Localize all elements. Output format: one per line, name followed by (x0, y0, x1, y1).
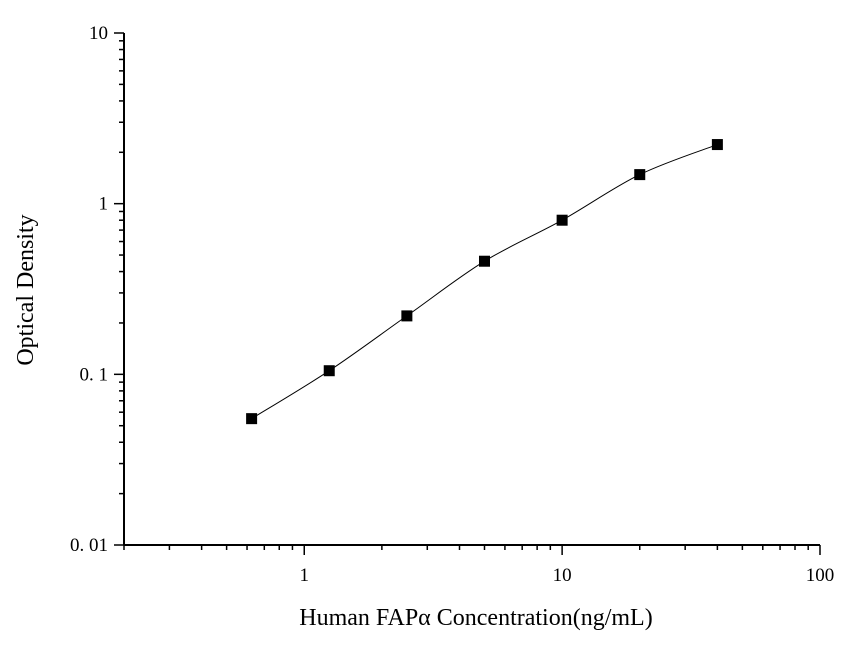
fit-curve (251, 144, 718, 420)
x-tick-label: 1 (299, 565, 309, 586)
y-tick-label: 10 (89, 23, 108, 44)
data-point-marker (634, 169, 646, 181)
y-tick-label: 0. 1 (80, 364, 109, 385)
x-tick-label: 10 (553, 565, 572, 586)
axes (114, 32, 821, 555)
data-points (246, 139, 723, 425)
data-point-marker (323, 365, 335, 377)
data-point-marker (556, 214, 568, 226)
x-axis-title: Human FAPα Concentration(ng/mL) (299, 605, 652, 631)
data-point-marker (711, 139, 723, 151)
y-tick-label: 0. 01 (70, 535, 108, 556)
tick-labels: 0. 01 0. 1 1 10 1 10 100 (70, 23, 834, 586)
y-tick-label: 1 (99, 194, 109, 215)
y-axis-title: Optical Density (13, 214, 39, 365)
x-tick-label: 100 (806, 565, 835, 586)
fit-curve-group (251, 144, 718, 420)
data-point-marker (478, 255, 490, 267)
data-point-marker (246, 413, 258, 425)
data-point-marker (401, 310, 413, 322)
